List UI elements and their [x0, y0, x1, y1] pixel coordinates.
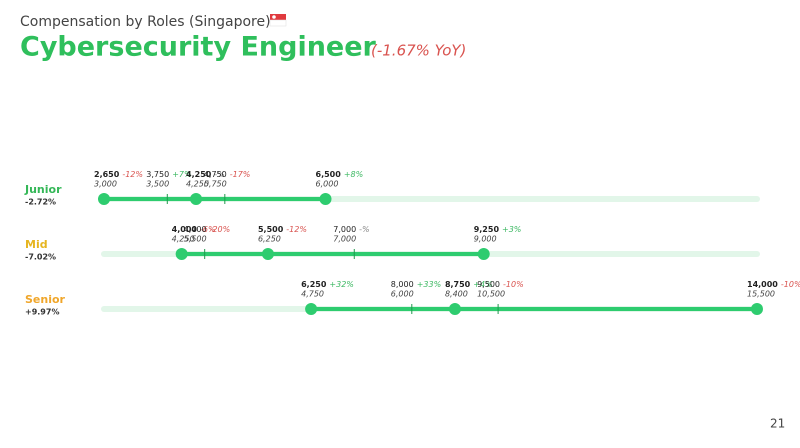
value-text: 7,000	[333, 225, 356, 234]
change-text: +7%	[172, 170, 191, 179]
stat-point	[98, 193, 110, 205]
change-text: -10%	[503, 280, 524, 289]
previous-label: 6,250	[258, 235, 281, 244]
value-text: 4,400	[184, 225, 207, 234]
value-text: 14,000	[747, 280, 778, 289]
stat-point	[190, 193, 203, 205]
role-change: +9.97%	[25, 308, 59, 317]
stat-point	[305, 303, 318, 315]
value-text: 9,500	[477, 280, 500, 289]
previous-label: 4,250	[186, 180, 209, 189]
role-name: Senior	[25, 293, 66, 306]
change-text: -12%	[122, 170, 143, 179]
value-text: 4,250	[186, 170, 212, 179]
page-number: 21	[770, 417, 785, 431]
previous-label: 3,500	[146, 180, 169, 189]
change-text: +8%	[344, 170, 363, 179]
previous-label: 5,750	[204, 180, 227, 189]
value-text: 9,250	[474, 225, 500, 234]
value-text: 6,500	[316, 170, 342, 179]
stat-point	[448, 303, 461, 315]
stat-point	[319, 193, 332, 205]
change-text: +3%	[502, 225, 521, 234]
previous-label: 6,000	[316, 180, 339, 189]
value-label: 7,000 -%	[333, 225, 369, 234]
stat-point	[477, 248, 490, 260]
previous-label: 10,500	[477, 290, 505, 299]
previous-label: 15,500	[747, 290, 775, 299]
value-text: 4,750	[204, 170, 227, 179]
flag-icon	[269, 14, 287, 27]
change-text: -%	[214, 170, 225, 179]
value-label: 14,000 -10%	[747, 280, 800, 289]
change-text: -6%	[200, 225, 216, 234]
change-text: -17%	[230, 170, 251, 179]
previous-label: 6,000	[391, 290, 414, 299]
value-text: 8,750	[445, 280, 471, 289]
value-label: 8,750 +4%	[445, 280, 493, 289]
value-label: 8,000 +33%	[391, 280, 441, 289]
value-text: 8,000	[391, 280, 414, 289]
title: Cybersecurity Engineer	[20, 32, 377, 63]
change-text: -10%	[781, 280, 800, 289]
value-text: 3,750	[146, 170, 169, 179]
change-text: +33%	[417, 280, 441, 289]
previous-label: 4,750	[301, 290, 324, 299]
value-text: 5,500	[258, 225, 284, 234]
change-text: +32%	[329, 280, 353, 289]
previous-label: 9,000	[474, 235, 497, 244]
role-name: Mid	[25, 238, 48, 251]
change-text: +4%	[473, 280, 492, 289]
value-label: 4,750 -17%	[204, 170, 251, 179]
role-change: -2.72%	[25, 198, 56, 207]
previous-label: 3,000	[94, 180, 117, 189]
value-text: 6,250	[301, 280, 327, 289]
stat-point	[261, 248, 274, 260]
change-text: -%	[359, 225, 370, 234]
change-text: -20%	[210, 225, 231, 234]
value-label: 4,400 -20%	[184, 225, 231, 234]
value-label: 9,250 +3%	[474, 225, 522, 234]
stat-point	[751, 303, 763, 315]
value-label: 4,250 -%	[186, 170, 225, 179]
role-name: Junior	[24, 183, 62, 196]
value-label: 2,650 -12%	[94, 170, 143, 179]
previous-label: 7,000	[333, 235, 356, 244]
stat-point	[175, 248, 188, 260]
value-text: 2,650	[94, 170, 120, 179]
value-label: 4,000 -6%	[172, 225, 216, 234]
value-label: 5,500 -12%	[258, 225, 307, 234]
value-label: 9,500 -10%	[477, 280, 524, 289]
value-label: 3,750 +7%	[146, 170, 191, 179]
supertitle: Compensation by Roles (Singapore)	[20, 14, 271, 30]
previous-label: 8,400	[445, 290, 468, 299]
previous-label: 4,250	[172, 235, 195, 244]
role-change: -7.02%	[25, 253, 56, 262]
value-label: 6,250 +32%	[301, 280, 354, 289]
value-label: 6,500 +8%	[316, 170, 364, 179]
value-text: 4,000	[172, 225, 198, 234]
previous-label: 5,500	[184, 235, 207, 244]
change-text: -12%	[286, 225, 307, 234]
title-note: (-1.67% YoY)	[371, 42, 466, 60]
